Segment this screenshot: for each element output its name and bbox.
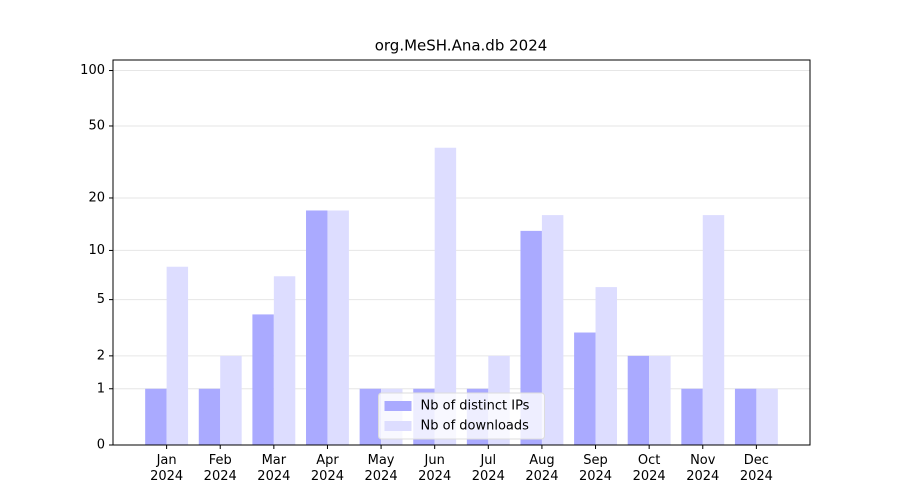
x-tick-label: Jan 2024 [150,453,184,484]
y-tick-label: 10 [88,243,105,258]
bar [520,230,542,445]
x-tick-label: Sep 2024 [578,453,613,484]
bar [145,388,167,445]
legend-label: Nb of downloads [421,419,530,434]
y-tick-label: 50 [88,118,105,133]
x-tick-label: Jun 2024 [418,453,452,484]
y-tick-label: 0 [97,438,105,453]
bar [220,355,242,445]
bar [434,147,457,446]
bar [734,388,757,445]
plot-frame [112,59,811,446]
chart-title: org.MeSH.Ana.db 2024 [375,37,548,55]
x-tick-label: Dec 2024 [739,453,773,484]
bar [327,210,349,445]
bar [595,287,617,445]
x-tick-label: Apr 2024 [310,453,344,484]
x-tick-label: Aug 2024 [525,453,559,484]
x-tick-label: Nov 2024 [686,453,720,484]
y-tick-label: 2 [97,348,105,363]
bar [359,388,382,445]
bar [198,388,221,445]
bar [166,266,189,445]
bar [649,355,671,445]
bar [756,388,778,445]
x-tick-label: May 2024 [364,453,398,484]
bar [252,314,274,445]
y-tick-label: 100 [80,63,105,78]
legend-swatch [384,421,412,431]
legend-box [378,392,545,440]
x-tick-label: Mar 2024 [257,453,291,484]
bar [574,332,596,445]
y-tick-label: 20 [88,190,105,205]
x-tick-label: Feb 2024 [203,453,237,484]
bar [541,215,564,445]
bar [273,276,296,445]
x-tick-label: Oct 2024 [632,453,666,484]
bar [306,210,328,445]
legend-swatch [384,401,412,411]
bar [681,388,703,445]
y-tick-label: 1 [97,381,105,396]
legend-label: Nb of distinct IPs [421,399,530,414]
bar [627,355,650,445]
x-tick-label: Jul 2024 [471,453,505,484]
y-tick-label: 5 [97,292,105,307]
bar [702,215,725,445]
